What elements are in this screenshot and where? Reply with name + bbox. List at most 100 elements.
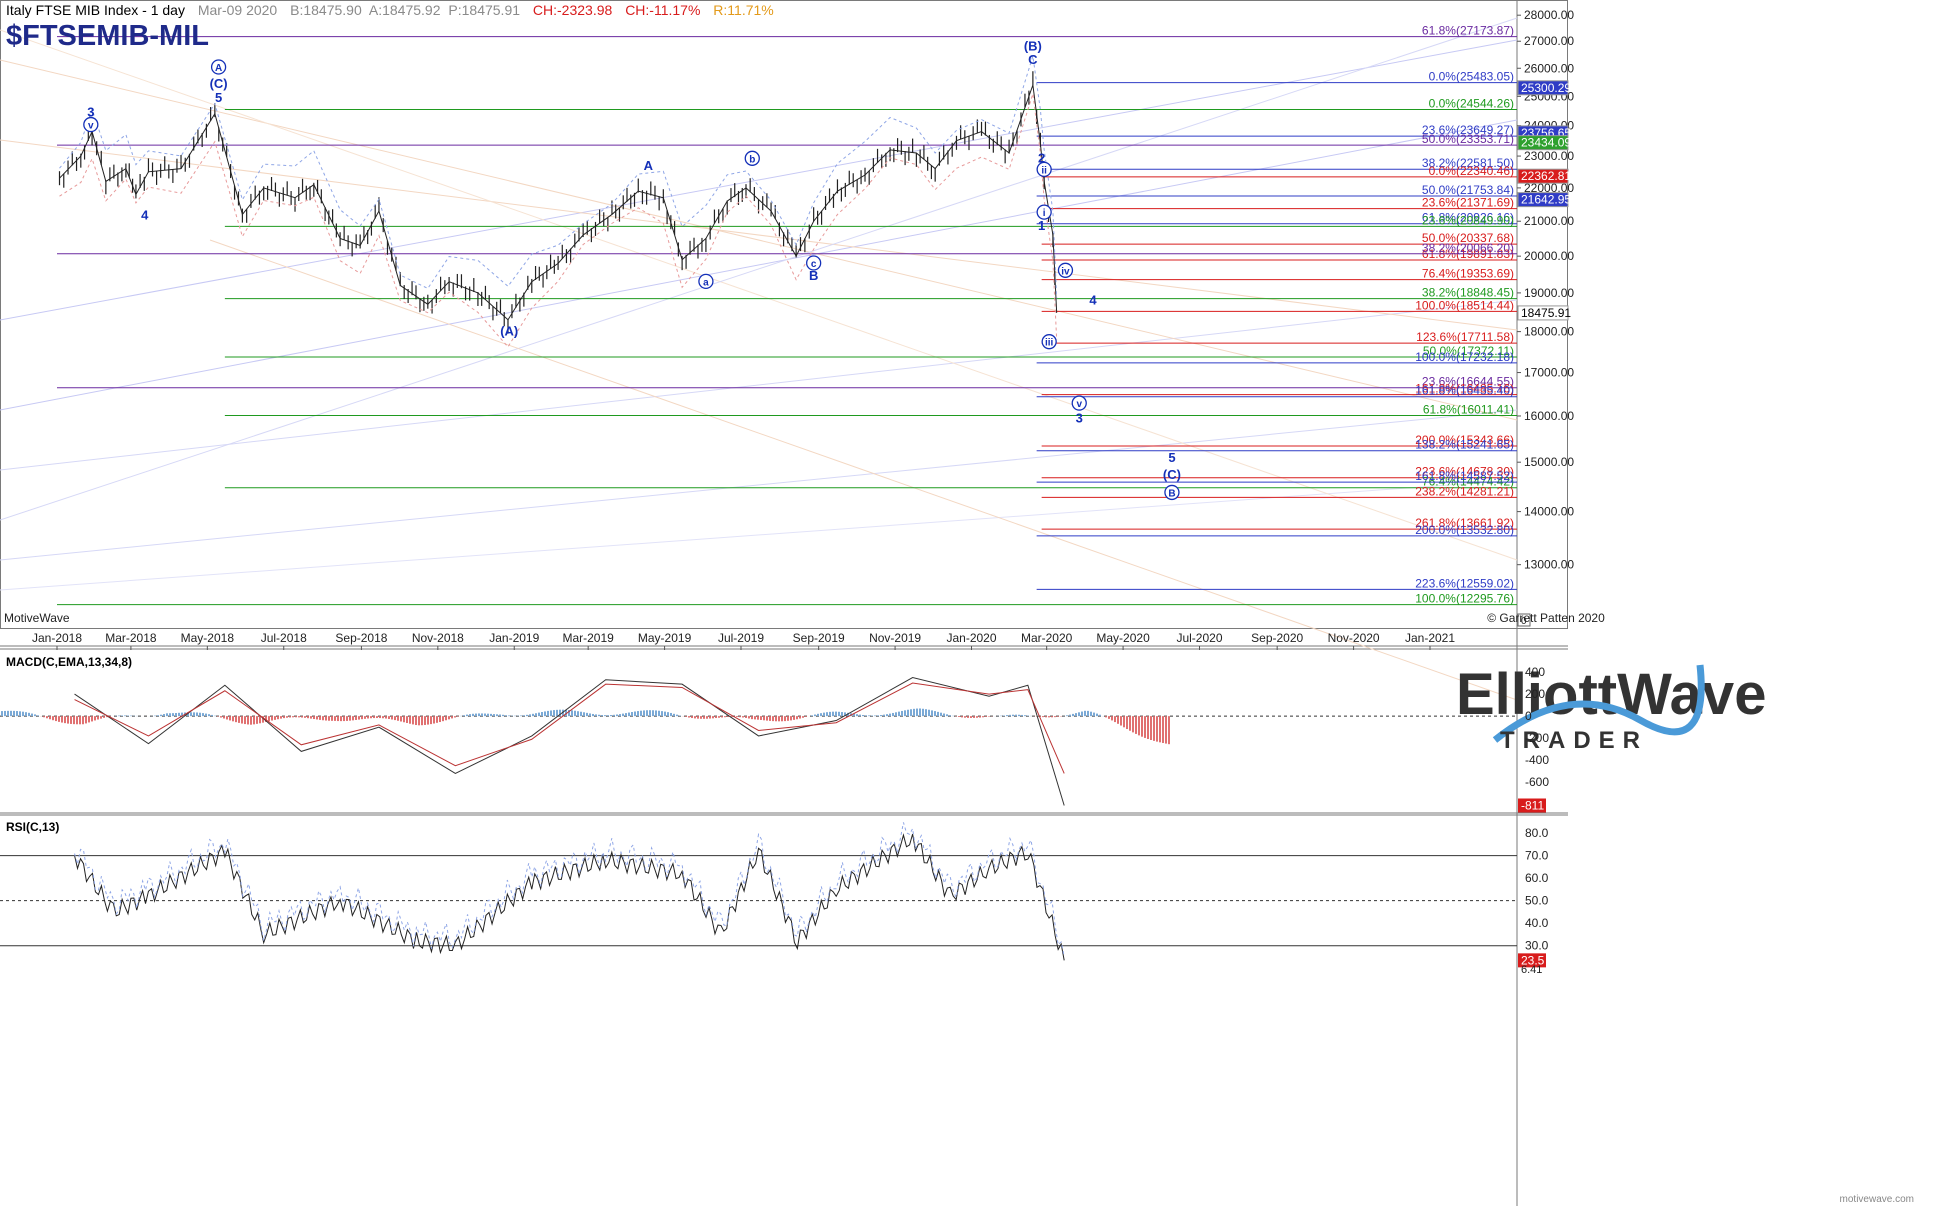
ask-readout: A:18475.92	[368, 2, 441, 18]
wave-label-circle	[806, 255, 822, 271]
wave-label-circle	[210, 59, 227, 75]
wave-label: 5	[1168, 450, 1175, 465]
fib-label: 61.8%(16011.41)	[1423, 402, 1514, 416]
fib-label: 200.0%(15343.66)	[1415, 433, 1514, 447]
fib-label: 0.0%(25483.05)	[1429, 70, 1514, 84]
macd-tick-label: -600	[1525, 775, 1549, 789]
fib-label: 161.8%(16485.16)	[1415, 382, 1514, 396]
y-tick-label: 27000.00	[1524, 34, 1574, 48]
fib-label: 38.2%(20066.20)	[1422, 241, 1514, 255]
macd-signal-line	[74, 682, 1065, 774]
trend-line	[0, 59, 1518, 421]
price-badge-blue	[1517, 80, 1569, 96]
rsi-tick-label: 40.0	[1525, 916, 1549, 930]
x-tick-label: Nov-2018	[412, 631, 464, 645]
wave-label: 3	[87, 105, 94, 120]
fib-label: 23.6%(21371.69)	[1422, 196, 1514, 210]
x-tick-label: Mar-2020	[1021, 631, 1073, 645]
wave-label-circle	[1071, 395, 1087, 411]
fib-label: 38.2%(22581.50)	[1422, 156, 1514, 170]
wave-label: (C)	[1163, 467, 1181, 482]
rsi-tick-label: 60.0	[1525, 871, 1549, 885]
wave-label-circle	[1041, 334, 1057, 350]
date-readout: Mar-09 2020	[197, 2, 278, 18]
wave-label-circle	[1057, 262, 1074, 278]
wave-label: ii	[1041, 165, 1047, 176]
fib-label: 50.0%(17372.11)	[1423, 344, 1514, 358]
fib-label: 223.6%(14678.30)	[1415, 465, 1514, 479]
y-tick-label: 18000.00	[1524, 325, 1574, 339]
wave-label: iv	[1061, 266, 1070, 277]
y-tick-label: 17000.00	[1524, 366, 1574, 380]
range-readout: R:11.71%	[713, 2, 774, 18]
macd-tick-label: 0	[1525, 709, 1532, 723]
x-tick-label: Mar-2018	[105, 631, 157, 645]
wave-label-circle	[83, 116, 99, 133]
fib-label: 200.0%(13532.80)	[1415, 523, 1514, 537]
macd-last-value: -811	[1521, 798, 1544, 812]
wave-label: (A)	[500, 324, 518, 339]
wave-label-circle	[698, 273, 714, 290]
wave-label: v	[88, 121, 94, 132]
last-price-badge-text: 18475.91	[1521, 306, 1571, 320]
symbol-label: $FTSEMIB-MIL	[6, 20, 209, 52]
fib-label: 38.2%(18848.45)	[1422, 286, 1514, 300]
brand-logo-top: ElliottWave	[1456, 662, 1766, 727]
wave-label: c	[811, 259, 817, 270]
trend-line	[0, 479, 1518, 591]
wave-label: (C)	[210, 76, 228, 91]
header-bar: Italy FTSE MIB Index - 1 day Mar-09 2020…	[6, 2, 783, 18]
macd-tick-label: -400	[1525, 753, 1549, 767]
price-badge-blue	[1517, 192, 1569, 208]
last-price-badge	[1517, 305, 1569, 321]
price-panel-frame	[0, 0, 1568, 629]
fib-label: 23.6%(23649.27)	[1422, 123, 1514, 137]
price-badge-red	[1517, 168, 1569, 184]
wave-label: 4	[141, 208, 149, 223]
fib-label: 100.0%(12295.76)	[1415, 592, 1514, 606]
wave-label: iii	[1045, 338, 1054, 349]
zero-box	[1517, 613, 1531, 627]
trend-line	[0, 299, 1518, 471]
moving-average-blue	[59, 55, 1058, 299]
wave-label: C	[1028, 52, 1038, 67]
y-tick-label: 26000.00	[1524, 61, 1574, 75]
x-tick-label: Jan-2018	[32, 631, 82, 645]
price-badge-green	[1517, 135, 1569, 151]
y-tick-label: 16000.00	[1524, 409, 1574, 423]
fib-label: 238.2%(14281.21)	[1415, 484, 1514, 498]
rsi-tick-label: 80.0	[1525, 826, 1549, 840]
x-tick-label: Nov-2020	[1328, 631, 1380, 645]
y-tick-label: 28000.00	[1524, 8, 1574, 22]
price-badge-green-text: 23434.09	[1521, 136, 1571, 150]
rsi-last-badge	[1518, 953, 1546, 968]
fib-label: 76.4%(19353.69)	[1422, 267, 1514, 281]
fib-label: 223.6%(12559.02)	[1415, 576, 1514, 590]
y-tick-label: 21000.00	[1524, 214, 1574, 228]
y-tick-label: 14000.00	[1524, 505, 1574, 519]
x-tick-label: May-2020	[1096, 631, 1150, 645]
wave-label-circle	[744, 150, 760, 166]
rsi-bottom-label: 6.41	[1521, 964, 1542, 976]
wave-label: 5	[215, 90, 222, 105]
x-tick-label: Mar-2019	[562, 631, 614, 645]
price-readout: P:18475.91	[448, 2, 521, 18]
wave-label: b	[749, 154, 755, 165]
wave-label: A	[215, 63, 222, 74]
y-tick-label: 15000.00	[1524, 455, 1574, 469]
wave-label: B	[1168, 488, 1175, 499]
chart-title: Italy FTSE MIB Index - 1 day	[6, 2, 185, 18]
brand-wave-icon	[1492, 664, 1705, 743]
y-tick-label: 13000.00	[1524, 558, 1574, 572]
wave-label: 4	[1089, 292, 1097, 307]
rsi-line	[74, 833, 1065, 961]
x-tick-label: May-2019	[638, 631, 692, 645]
rsi-tick-label: 50.0	[1525, 894, 1549, 908]
y-tick-label: 23000.00	[1524, 149, 1574, 163]
fib-label: 50.0%(23353.71)	[1422, 132, 1514, 146]
x-tick-label: Jul-2019	[718, 631, 764, 645]
fib-label: 138.2%(15241.65)	[1415, 438, 1514, 452]
x-tick-label: Jul-2018	[261, 631, 307, 645]
